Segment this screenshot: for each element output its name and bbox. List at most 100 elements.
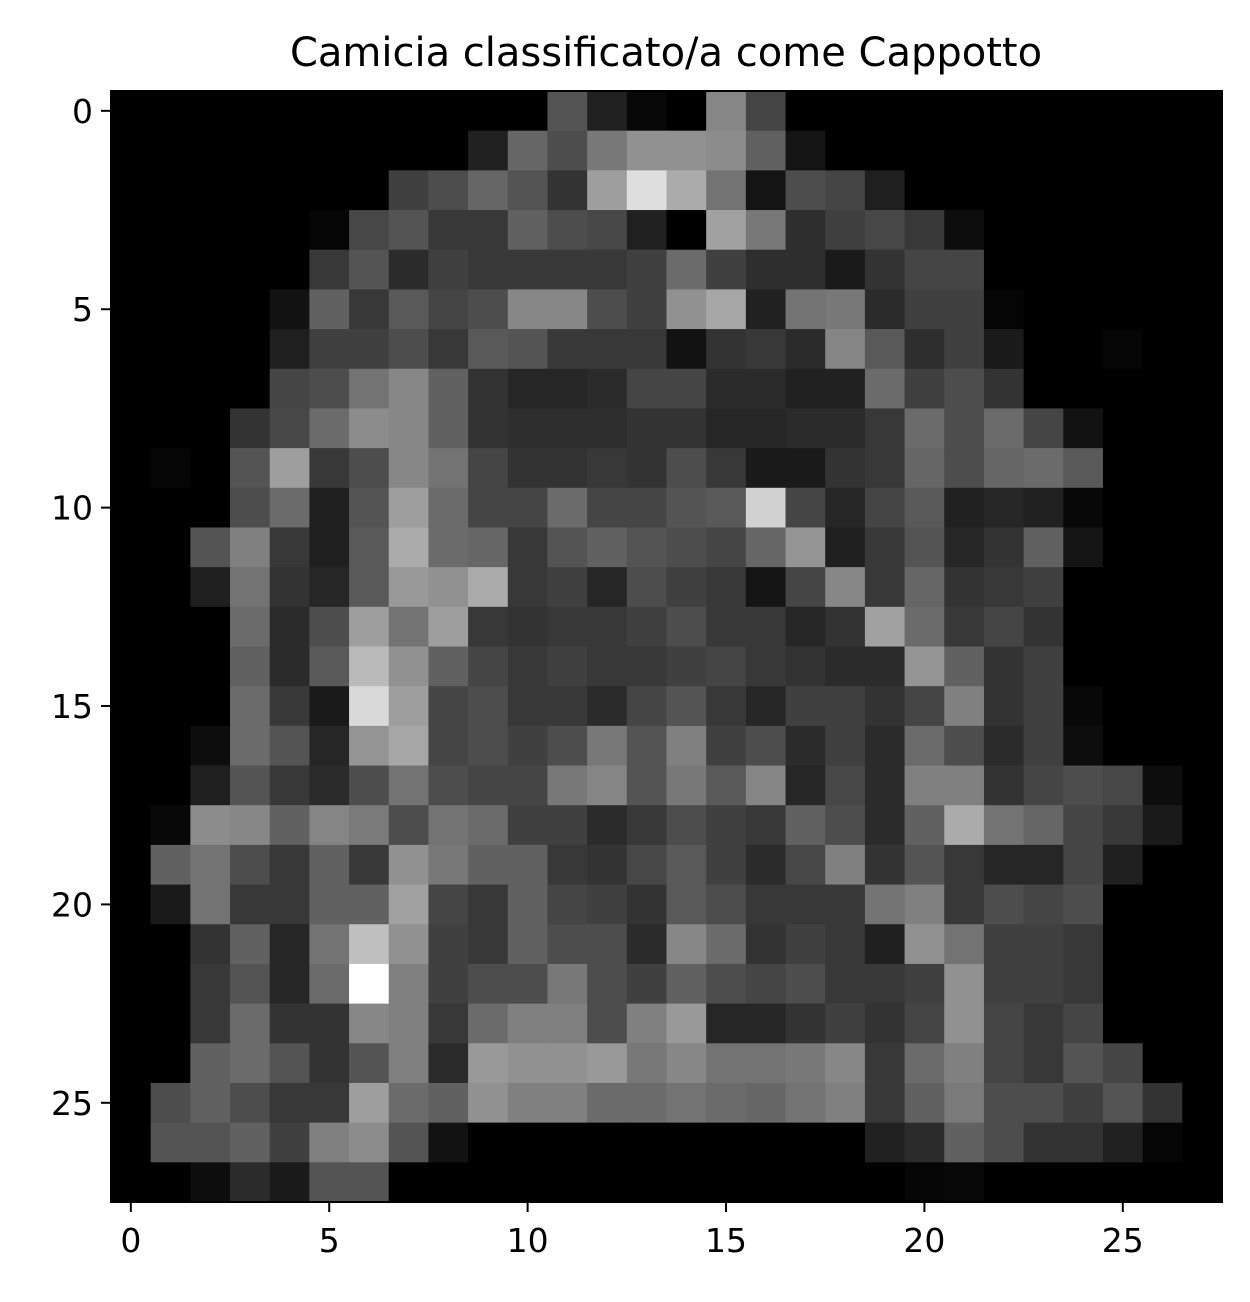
heatmap-cell bbox=[309, 1003, 350, 1044]
heatmap-cell bbox=[904, 1043, 945, 1084]
heatmap-cell bbox=[825, 1122, 866, 1163]
y-tick-label: 20 bbox=[51, 885, 93, 924]
heatmap-cell bbox=[944, 765, 985, 806]
heatmap-cell bbox=[269, 924, 310, 965]
heatmap-cell bbox=[190, 725, 231, 767]
heatmap-cell bbox=[547, 646, 588, 687]
heatmap-cell bbox=[1063, 1043, 1104, 1084]
heatmap-cell bbox=[388, 1122, 430, 1163]
heatmap-cell bbox=[904, 170, 945, 211]
heatmap-cell bbox=[864, 686, 906, 727]
heatmap-cell bbox=[1182, 289, 1223, 330]
heatmap-cell bbox=[983, 408, 1025, 449]
heatmap-cell bbox=[1182, 329, 1223, 370]
heatmap-cell bbox=[349, 249, 390, 290]
heatmap-cell bbox=[944, 924, 985, 965]
heatmap-cell bbox=[944, 368, 985, 410]
heatmap-cell bbox=[587, 963, 628, 1005]
heatmap-cell bbox=[507, 884, 549, 925]
heatmap-cell bbox=[1023, 1003, 1064, 1044]
heatmap-cell bbox=[1023, 844, 1064, 886]
heatmap-cell bbox=[825, 963, 866, 1005]
heatmap-cell bbox=[785, 844, 826, 886]
heatmap-cell bbox=[428, 1082, 469, 1124]
heatmap-cell bbox=[904, 686, 945, 727]
heatmap-cell bbox=[587, 408, 628, 449]
heatmap-cell bbox=[507, 924, 549, 965]
heatmap-cell bbox=[626, 289, 668, 330]
heatmap-cell bbox=[269, 527, 310, 568]
heatmap-cell bbox=[785, 130, 826, 171]
heatmap-cell bbox=[230, 249, 271, 290]
heatmap-cell bbox=[428, 210, 469, 251]
heatmap-cell bbox=[428, 91, 469, 132]
heatmap-cell bbox=[864, 963, 906, 1005]
heatmap-cell bbox=[309, 170, 350, 211]
heatmap-cell bbox=[944, 1003, 985, 1044]
heatmap-cell bbox=[1102, 487, 1144, 529]
heatmap-cell bbox=[428, 1122, 469, 1163]
y-axis: 0 5 10 15 20 25 bbox=[51, 92, 111, 1123]
heatmap-cell bbox=[428, 130, 469, 171]
heatmap-cell bbox=[230, 368, 271, 410]
heatmap-cell bbox=[706, 844, 747, 886]
heatmap-cell bbox=[428, 606, 469, 648]
heatmap-cell bbox=[785, 1003, 826, 1044]
heatmap-cell bbox=[1063, 487, 1104, 529]
heatmap-cell bbox=[1142, 329, 1183, 370]
heatmap-cell bbox=[230, 606, 271, 648]
heatmap-cell bbox=[349, 130, 390, 171]
heatmap-cell bbox=[1182, 844, 1223, 886]
heatmap-cell bbox=[626, 1122, 668, 1163]
heatmap-cell bbox=[1142, 368, 1183, 410]
heatmap-cell bbox=[825, 527, 866, 568]
heatmap-cell bbox=[745, 249, 787, 290]
y-tick-label: 15 bbox=[51, 687, 93, 726]
heatmap-cell bbox=[1142, 91, 1183, 132]
heatmap-cell bbox=[111, 487, 152, 529]
heatmap-cell bbox=[1102, 1003, 1144, 1044]
heatmap-cell bbox=[864, 805, 906, 846]
heatmap-cell bbox=[1102, 805, 1144, 846]
heatmap-cell bbox=[309, 805, 350, 846]
heatmap-cell bbox=[706, 130, 747, 171]
heatmap-cell bbox=[626, 646, 668, 687]
heatmap-cell bbox=[230, 1043, 271, 1084]
heatmap-cell bbox=[626, 884, 668, 925]
heatmap-cell bbox=[150, 249, 191, 290]
heatmap-cell bbox=[309, 963, 350, 1005]
heatmap-cell bbox=[388, 884, 430, 925]
heatmap-cell bbox=[1023, 408, 1064, 449]
heatmap-cell bbox=[983, 170, 1025, 211]
heatmap-cell bbox=[626, 329, 668, 370]
heatmap-cell bbox=[785, 487, 826, 529]
heatmap-cell bbox=[785, 1043, 826, 1084]
heatmap-cell bbox=[349, 805, 390, 846]
heatmap-cell bbox=[745, 1043, 787, 1084]
heatmap-cell bbox=[547, 765, 588, 806]
heatmap-cell bbox=[864, 368, 906, 410]
heatmap-cell bbox=[666, 91, 707, 132]
heatmap-cell bbox=[1182, 606, 1223, 648]
heatmap-cell bbox=[626, 765, 668, 806]
heatmap-cell bbox=[626, 567, 668, 608]
heatmap-cell bbox=[468, 646, 509, 687]
heatmap-cell bbox=[269, 567, 310, 608]
heatmap-cell bbox=[507, 1003, 549, 1044]
heatmap-cell bbox=[1102, 329, 1144, 370]
heatmap-cell bbox=[1102, 289, 1144, 330]
heatmap-cell bbox=[111, 170, 152, 211]
heatmap-cell bbox=[230, 448, 271, 489]
heatmap-cell bbox=[745, 210, 787, 251]
heatmap-cell bbox=[1102, 567, 1144, 608]
heatmap-cell bbox=[507, 91, 549, 132]
heatmap-cell bbox=[111, 130, 152, 171]
heatmap-cell bbox=[1023, 1122, 1064, 1163]
heatmap-cell bbox=[983, 487, 1025, 529]
heatmap-cell bbox=[150, 329, 191, 370]
heatmap-cell bbox=[230, 567, 271, 608]
heatmap-cell bbox=[388, 527, 430, 568]
heatmap-cell bbox=[825, 130, 866, 171]
heatmap-cell bbox=[864, 1082, 906, 1124]
heatmap-cell bbox=[309, 1082, 350, 1124]
